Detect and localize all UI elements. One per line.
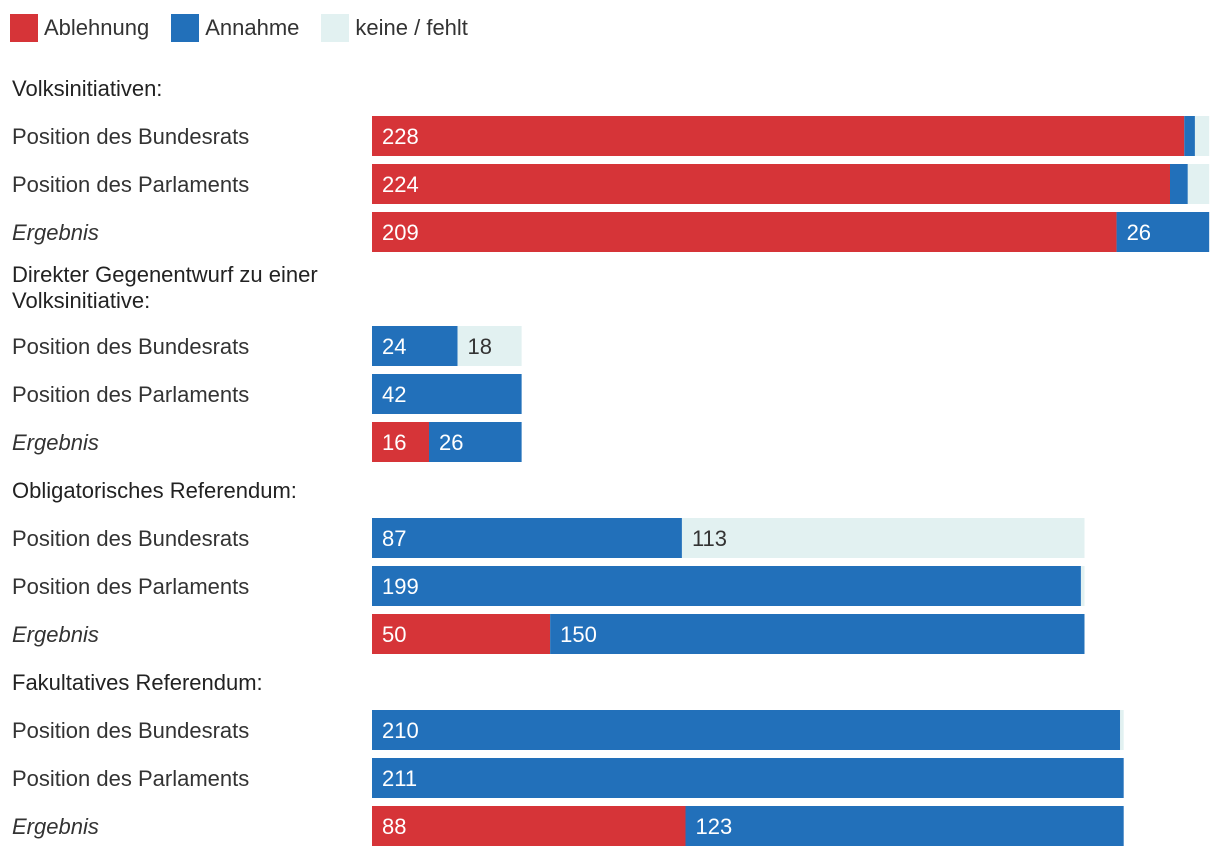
group-title: Fakultatives Referendum: (12, 670, 263, 695)
bar-segment-keine (457, 326, 522, 366)
bar-segment-annahme (685, 806, 1124, 846)
bar-segment-ablehnung (372, 614, 551, 654)
bar-segment-keine (681, 518, 1085, 558)
bar-segment-ablehnung (372, 806, 686, 846)
bar-segment-annahme (550, 614, 1085, 654)
data-label: 16 (382, 430, 406, 455)
group-title: Direkter Gegenentwurf zu einer (12, 262, 318, 287)
data-label: 224 (382, 172, 419, 197)
group-title: Volksinitiativen: (12, 76, 162, 101)
bar-segment-keine (1187, 164, 1210, 204)
bar-segment-annahme (372, 758, 1124, 798)
legend: Ablehnung Annahme keine / fehlt (10, 14, 490, 42)
row-label: Position des Bundesrats (12, 334, 249, 359)
legend-label-annahme: Annahme (205, 15, 300, 40)
row-label: Position des Parlaments (12, 766, 249, 791)
bar-segment-annahme (1170, 164, 1188, 204)
data-label: 50 (382, 622, 406, 647)
legend-item-keine: keine / fehlt (321, 14, 468, 42)
legend-swatch-annahme (171, 14, 200, 42)
group-title: Volksinitiative: (12, 288, 150, 313)
data-label: 150 (560, 622, 597, 647)
group-title: Obligatorisches Referendum: (12, 478, 297, 503)
bar-segment-annahme (372, 566, 1081, 606)
row-label: Ergebnis (12, 814, 99, 839)
row-label: Ergebnis (12, 220, 99, 245)
data-label: 26 (1127, 220, 1151, 245)
bar-segment-ablehnung (372, 212, 1117, 252)
row-label: Ergebnis (12, 430, 99, 455)
bar-segment-annahme (372, 518, 682, 558)
data-label: 228 (382, 124, 419, 149)
row-label: Position des Parlaments (12, 172, 249, 197)
data-label: 42 (382, 382, 406, 407)
data-label: 123 (696, 814, 733, 839)
data-label: 24 (382, 334, 406, 359)
legend-item-ablehnung: Ablehnung (10, 14, 149, 42)
bar-segment-annahme (372, 710, 1121, 750)
row-label: Position des Bundesrats (12, 526, 249, 551)
row-label: Position des Parlaments (12, 382, 249, 407)
data-label: 18 (468, 334, 492, 359)
legend-label-ablehnung: Ablehnung (44, 15, 150, 40)
data-label: 113 (692, 526, 727, 551)
data-label: 199 (382, 574, 419, 599)
row-label: Position des Bundesrats (12, 718, 249, 743)
bar-segment-ablehnung (372, 116, 1185, 156)
data-label: 209 (382, 220, 419, 245)
bar-segment-annahme (1184, 116, 1195, 156)
data-label: 210 (382, 718, 419, 743)
bar-segment-annahme (429, 422, 522, 462)
data-label: 88 (382, 814, 406, 839)
bar-segment-annahme (1116, 212, 1210, 252)
bar-segment-keine (1194, 116, 1210, 156)
row-label: Position des Parlaments (12, 574, 249, 599)
legend-item-annahme: Annahme (171, 14, 299, 42)
legend-swatch-ablehnung (10, 14, 38, 42)
bar-segment-annahme (372, 374, 522, 414)
data-label: 87 (382, 526, 406, 551)
legend-swatch-keine (321, 14, 350, 42)
bar-segment-ablehnung (372, 164, 1170, 204)
data-label: 211 (382, 766, 417, 791)
row-label: Ergebnis (12, 622, 99, 647)
legend-label-keine: keine / fehlt (355, 15, 468, 40)
data-label: 26 (439, 430, 463, 455)
bar-segment-keine (1120, 710, 1124, 750)
bar-segment-ablehnung (372, 422, 429, 462)
bar-segment-annahme (372, 326, 458, 366)
bar-segment-keine (1080, 566, 1085, 606)
row-label: Position des Bundesrats (12, 124, 249, 149)
